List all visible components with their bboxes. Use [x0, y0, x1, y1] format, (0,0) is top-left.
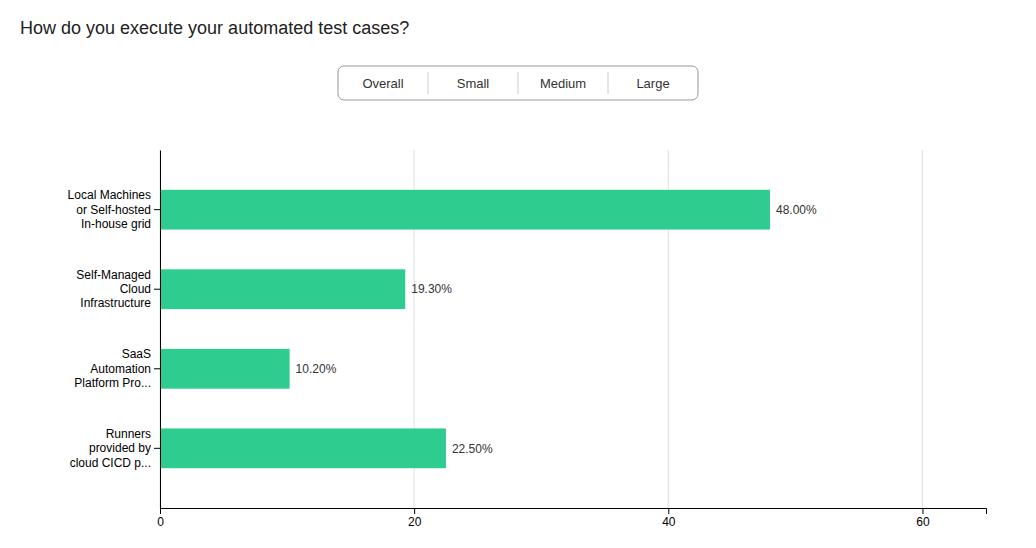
tab-bar-frame — [338, 66, 698, 100]
y-tick-label-line: Cloud — [120, 282, 151, 296]
y-axis: Local Machinesor Self-hostedIn-house gri… — [68, 151, 161, 509]
y-tick-label: SaaSAutomationPlatform Pro... — [74, 347, 151, 390]
y-tick-label-line: or Self-hosted — [76, 203, 151, 217]
tab-label: Small — [457, 76, 490, 91]
x-tick: 60 — [916, 508, 930, 529]
x-tick-label: 60 — [916, 515, 930, 529]
bar — [160, 190, 770, 230]
data-label: 22.50% — [452, 442, 493, 456]
y-tick-mark — [154, 448, 160, 449]
y-tick: Self-ManagedCloudInfrastructure — [76, 268, 160, 311]
y-tick: Local Machinesor Self-hostedIn-house gri… — [68, 188, 160, 231]
title: How do you execute your automated test c… — [20, 18, 409, 38]
y-axis-line — [160, 151, 161, 509]
y-tick-label: Self-ManagedCloudInfrastructure — [76, 268, 151, 311]
bar — [160, 269, 405, 309]
plot: 0 20 40 60 Local Machinesor Self-hostedIn-ho… — [68, 150, 987, 529]
y-tick-label-line: Self-Managed — [76, 268, 151, 282]
data-labels: 48.00% 19.30% 10.20% 22.50% — [296, 203, 817, 456]
tab-separator — [608, 72, 609, 94]
y-tick-label-line: Local Machines — [68, 188, 151, 202]
data-label: 19.30% — [411, 282, 452, 296]
y-tick-mark — [154, 368, 160, 369]
y-tick-label: Runnersprovided bycloud CICD p... — [70, 427, 151, 470]
x-tick: 40 — [662, 508, 676, 529]
y-tick-mark — [154, 209, 160, 210]
grid-line — [160, 150, 161, 508]
x-tick-label: 0 — [157, 515, 164, 529]
y-tick-mark — [154, 289, 160, 290]
tab-label: Medium — [540, 76, 586, 91]
chart-svg: How do you execute your automated test c… — [0, 0, 1036, 548]
bar — [160, 428, 446, 468]
tab-label: Large — [636, 76, 669, 91]
x-tick-mark — [922, 508, 923, 514]
y-tick-label-line: provided by — [89, 441, 151, 455]
data-label: 48.00% — [776, 203, 817, 217]
y-tick-label-line: Runners — [106, 427, 151, 441]
x-tick-mark — [160, 508, 161, 514]
y-tick-label: Local Machinesor Self-hostedIn-house gri… — [68, 188, 151, 231]
y-tick-label-line: Platform Pro... — [74, 376, 151, 390]
tab-bar: Overall Small Medium Large — [338, 66, 698, 100]
grid-line — [922, 150, 923, 508]
x-axis-line — [161, 509, 987, 515]
tab-label: Overall — [362, 76, 403, 91]
y-tick-label-line: Infrastructure — [80, 296, 151, 310]
y-tick-label-line: Automation — [90, 362, 151, 376]
x-tick-mark — [668, 508, 669, 514]
x-tick-label: 40 — [662, 515, 676, 529]
chart-container: How do you execute your automated test c… — [0, 0, 1036, 548]
data-label: 10.20% — [296, 362, 337, 376]
x-axis: 0 20 40 60 — [157, 508, 986, 529]
grid — [160, 150, 922, 508]
tab-separator — [518, 72, 519, 94]
bar — [160, 349, 290, 389]
y-tick: SaaSAutomationPlatform Pro... — [74, 347, 160, 390]
x-tick: 0 — [157, 508, 164, 529]
x-tick-mark — [414, 508, 415, 514]
x-tick-label: 20 — [408, 515, 422, 529]
y-tick-label-line: cloud CICD p... — [70, 456, 151, 470]
x-tick: 20 — [408, 508, 422, 529]
tab-separator — [428, 72, 429, 94]
y-tick: Runnersprovided bycloud CICD p... — [70, 427, 160, 470]
y-tick-label-line: SaaS — [122, 347, 151, 361]
y-tick-label-line: In-house grid — [81, 217, 151, 231]
bars — [160, 190, 770, 468]
